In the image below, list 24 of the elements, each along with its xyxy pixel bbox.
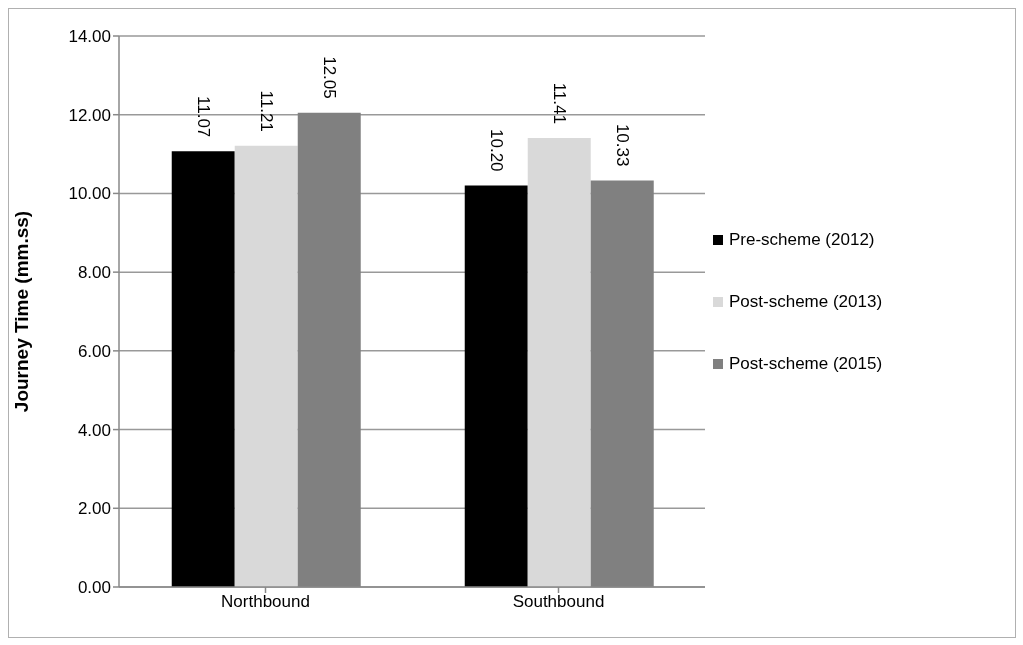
y-tick-label: 4.00 [77,420,111,440]
legend-label: Post-scheme (2013) [729,292,883,312]
legend-label: Post-scheme (2015) [729,354,883,374]
y-tick-label: 10.00 [68,184,111,204]
data-label: 10.33 [612,123,632,167]
y-tick-label: 0.00 [77,578,111,598]
bar [234,145,298,587]
x-tick-label: Southbound [512,592,605,612]
data-label: 10.20 [486,129,506,172]
data-label: 11.41 [549,82,569,124]
y-tick-label: 2.00 [77,499,111,519]
bar [527,137,591,587]
y-tick-label: 6.00 [77,341,111,361]
y-tick-label: 12.00 [68,105,111,125]
data-label: 11.07 [193,96,213,138]
x-tick-label: Northbound [221,592,310,612]
bar [171,151,235,587]
data-label: 12.05 [319,56,339,99]
data-label: 11.21 [256,90,276,132]
y-axis-title: Journey Time (mm.ss) [10,210,32,413]
y-tick-label: 14.00 [68,27,111,47]
bar [464,185,528,587]
legend-label: Pre-scheme (2012) [729,230,875,250]
y-tick-label: 8.00 [77,263,111,283]
